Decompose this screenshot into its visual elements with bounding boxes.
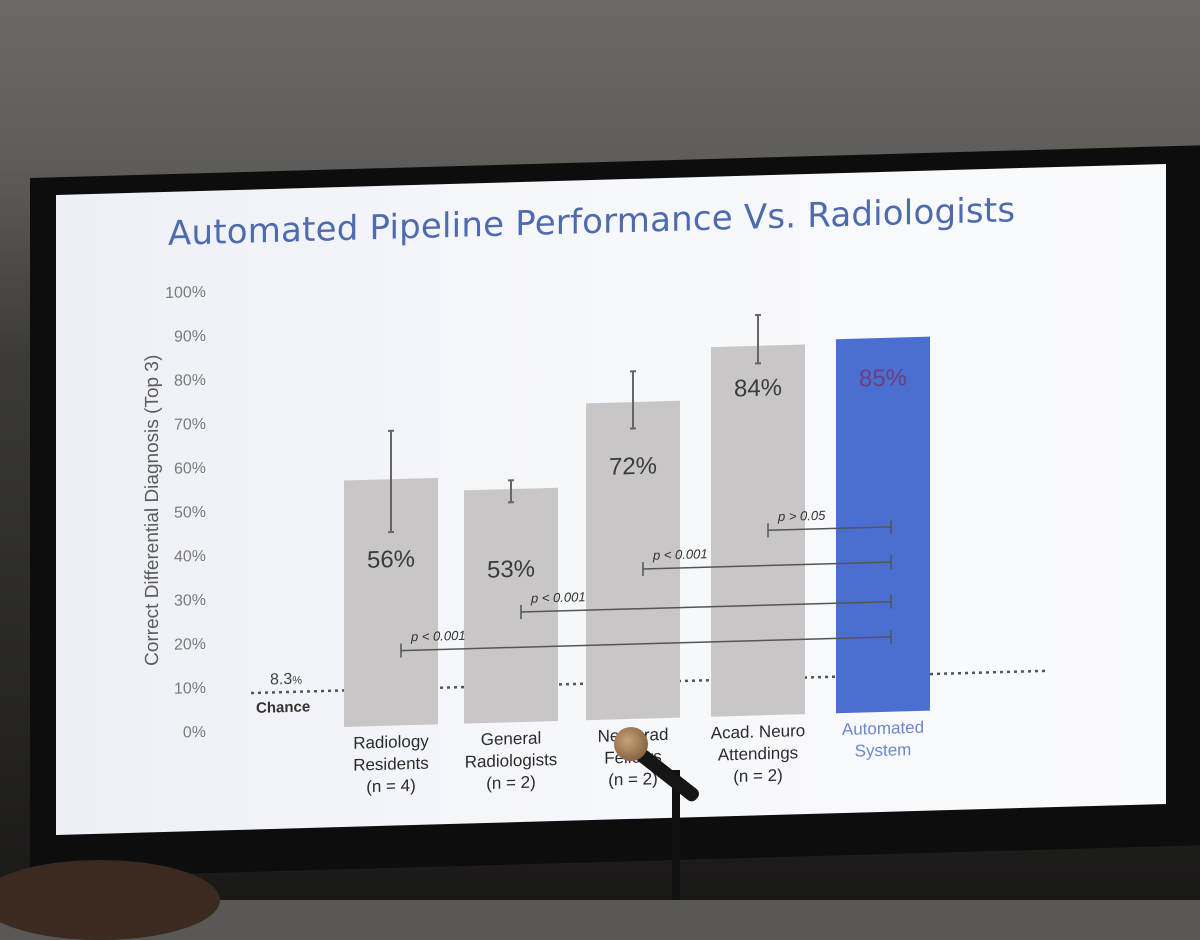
y-tick-label: 90% [174, 328, 206, 346]
bar [464, 488, 558, 724]
category-label: Attendings [718, 743, 798, 764]
bars [344, 337, 930, 727]
bar-value-label: 72% [609, 452, 657, 480]
category-label: Residents [353, 754, 429, 775]
y-tick-label: 40% [174, 548, 206, 566]
category-label: Radiology [353, 732, 429, 753]
presentation-slide: Automated Pipeline Performance Vs. Radio… [56, 164, 1166, 835]
y-tick-label: 100% [165, 284, 206, 302]
y-axis-label: Correct Differential Diagnosis (Top 3) [142, 354, 163, 666]
y-tick-label: 0% [183, 724, 206, 742]
y-tick-label: 30% [174, 592, 206, 610]
y-tick-label: 50% [174, 504, 206, 522]
y-axis-ticks: 0% 10% 20% 30% 40% 50% 60% 70% 80% 90% 100% [165, 284, 206, 742]
bar-value-label: 84% [734, 374, 782, 402]
p-value-label: p < 0.001 [410, 628, 466, 645]
bar-value-label: 56% [367, 546, 415, 574]
bar [836, 337, 930, 714]
microphone-icon [614, 727, 648, 761]
category-label: (n = 2) [608, 769, 658, 789]
category-label: (n = 4) [366, 776, 416, 796]
category-label: (n = 2) [486, 773, 536, 793]
error-bars [388, 315, 761, 532]
category-label: System [855, 740, 912, 761]
y-tick-label: 10% [174, 680, 206, 698]
y-tick-label: 70% [174, 416, 206, 434]
y-tick-label: 60% [174, 460, 206, 478]
chance-value-label: 8.3% [270, 671, 302, 689]
bar-value-label: 85% [859, 364, 907, 392]
category-label: Acad. Neuro [711, 721, 805, 743]
chance-label: Chance [256, 698, 310, 717]
y-tick-label: 20% [174, 636, 206, 654]
category-label: Radiologists [465, 750, 558, 772]
category-label: (n = 2) [733, 766, 783, 786]
p-value-label: p < 0.001 [530, 589, 586, 606]
bar-chart: Correct Differential Diagnosis (Top 3) 0… [56, 164, 1166, 835]
p-value-label: p < 0.001 [652, 546, 708, 563]
y-tick-label: 80% [174, 372, 206, 390]
bar-value-label: 53% [487, 555, 535, 583]
audience-head [0, 860, 220, 940]
category-label: General [481, 728, 541, 749]
category-label: Automated [842, 718, 924, 739]
p-value-label: p > 0.05 [777, 508, 826, 524]
